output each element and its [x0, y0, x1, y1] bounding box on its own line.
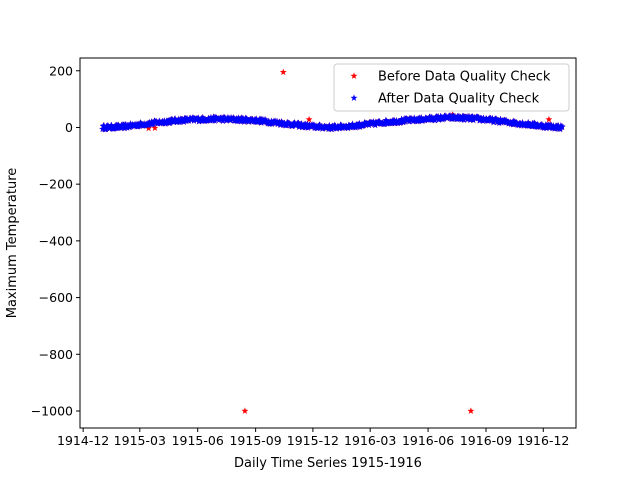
after-point: [114, 121, 122, 129]
after-point: [265, 117, 273, 125]
legend: Before Data Quality Check After Data Qual…: [333, 63, 570, 112]
x-tick-label: 1916-03: [344, 433, 396, 448]
after-point: [239, 114, 247, 122]
y-tick-label: −200: [39, 177, 73, 192]
after-point: [493, 115, 501, 123]
after-point: [558, 123, 566, 130]
after-point: [153, 118, 161, 125]
after-point: [179, 115, 187, 123]
before-outlier-point: [467, 407, 475, 414]
after-point: [126, 120, 134, 127]
after-point: [403, 115, 411, 122]
after-point: [488, 114, 496, 122]
after-point: [207, 114, 215, 121]
legend-box: [333, 63, 570, 112]
after-point: [137, 119, 144, 126]
after-point: [166, 119, 174, 126]
after-point: [526, 120, 534, 128]
after-point: [108, 121, 115, 129]
x-tick-label: 1915-12: [287, 433, 339, 448]
after-point: [349, 120, 356, 128]
before-outlier-point: [305, 115, 313, 123]
after-point: [281, 119, 288, 127]
after-point: [519, 119, 526, 126]
x-tick-label: 1915-09: [229, 433, 281, 448]
y-axis: 200 0 −200 −400 −600 −800 −1000: [31, 63, 80, 418]
x-tick-label: 1915-03: [114, 433, 166, 448]
after-point: [531, 119, 538, 127]
plot-frame: [79, 57, 577, 429]
after-point: [497, 115, 504, 123]
before-outlier-point: [145, 124, 153, 132]
before-outlier-point: [545, 115, 553, 123]
after-point: [310, 121, 318, 129]
after-point: [171, 115, 179, 122]
after-point: [200, 115, 208, 123]
after-point: [151, 117, 159, 124]
after-point: [243, 115, 251, 122]
after-point: [557, 122, 565, 129]
after-point: [235, 114, 243, 121]
after-point: [495, 116, 502, 124]
y-tick-label: 200: [49, 63, 73, 78]
y-tick-label: −400: [39, 233, 73, 248]
series-after: [99, 112, 566, 133]
after-point: [221, 114, 229, 121]
legend-marker: [350, 72, 358, 79]
after-point: [457, 113, 465, 121]
after-point: [502, 116, 510, 124]
after-point: [455, 112, 463, 120]
after-point: [428, 113, 436, 121]
legend-entry-label: After Data Quality Check: [378, 92, 540, 107]
y-axis-label: Maximum Temperature: [5, 168, 20, 319]
after-point: [356, 119, 363, 127]
after-point: [121, 124, 129, 132]
x-tick-label: 1916-12: [517, 433, 569, 448]
y-tick-label: −800: [39, 347, 73, 362]
after-point: [417, 114, 425, 121]
after-point: [316, 121, 324, 128]
before-outlier-point: [151, 124, 159, 131]
x-tick-label: 1916-09: [460, 433, 512, 448]
after-point: [219, 117, 227, 124]
after-point: [291, 119, 299, 126]
after-point: [538, 121, 546, 128]
after-point: [410, 114, 418, 122]
after-point: [194, 114, 202, 122]
after-point: [440, 115, 448, 122]
after-point: [554, 122, 562, 129]
x-axis: 1914-12 1915-03 1915-06 1915-09 1915-12 1916-…: [57, 428, 569, 448]
y-tick-label: −1000: [31, 403, 73, 418]
after-point: [524, 119, 532, 126]
after-point: [170, 118, 178, 126]
after-point: [539, 122, 547, 129]
y-tick-label: −600: [39, 290, 73, 305]
plot-marks: [99, 68, 566, 414]
after-point: [434, 112, 442, 120]
after-point: [104, 122, 112, 130]
x-axis-label: Daily Time Series 1915-1916: [234, 456, 422, 471]
before-outlier-point: [279, 68, 287, 76]
after-point: [460, 116, 468, 123]
x-tick-label: 1915-06: [172, 433, 224, 448]
after-point: [407, 114, 415, 122]
legend-entry-label: Before Data Quality Check: [378, 70, 551, 85]
before-outlier-point: [241, 407, 249, 414]
x-tick-label: 1916-06: [402, 433, 454, 448]
after-point: [534, 120, 542, 128]
legend-marker: [350, 94, 358, 101]
x-tick-label: 1914-12: [57, 433, 109, 448]
after-point: [252, 115, 260, 122]
y-tick-label: 0: [65, 120, 73, 135]
